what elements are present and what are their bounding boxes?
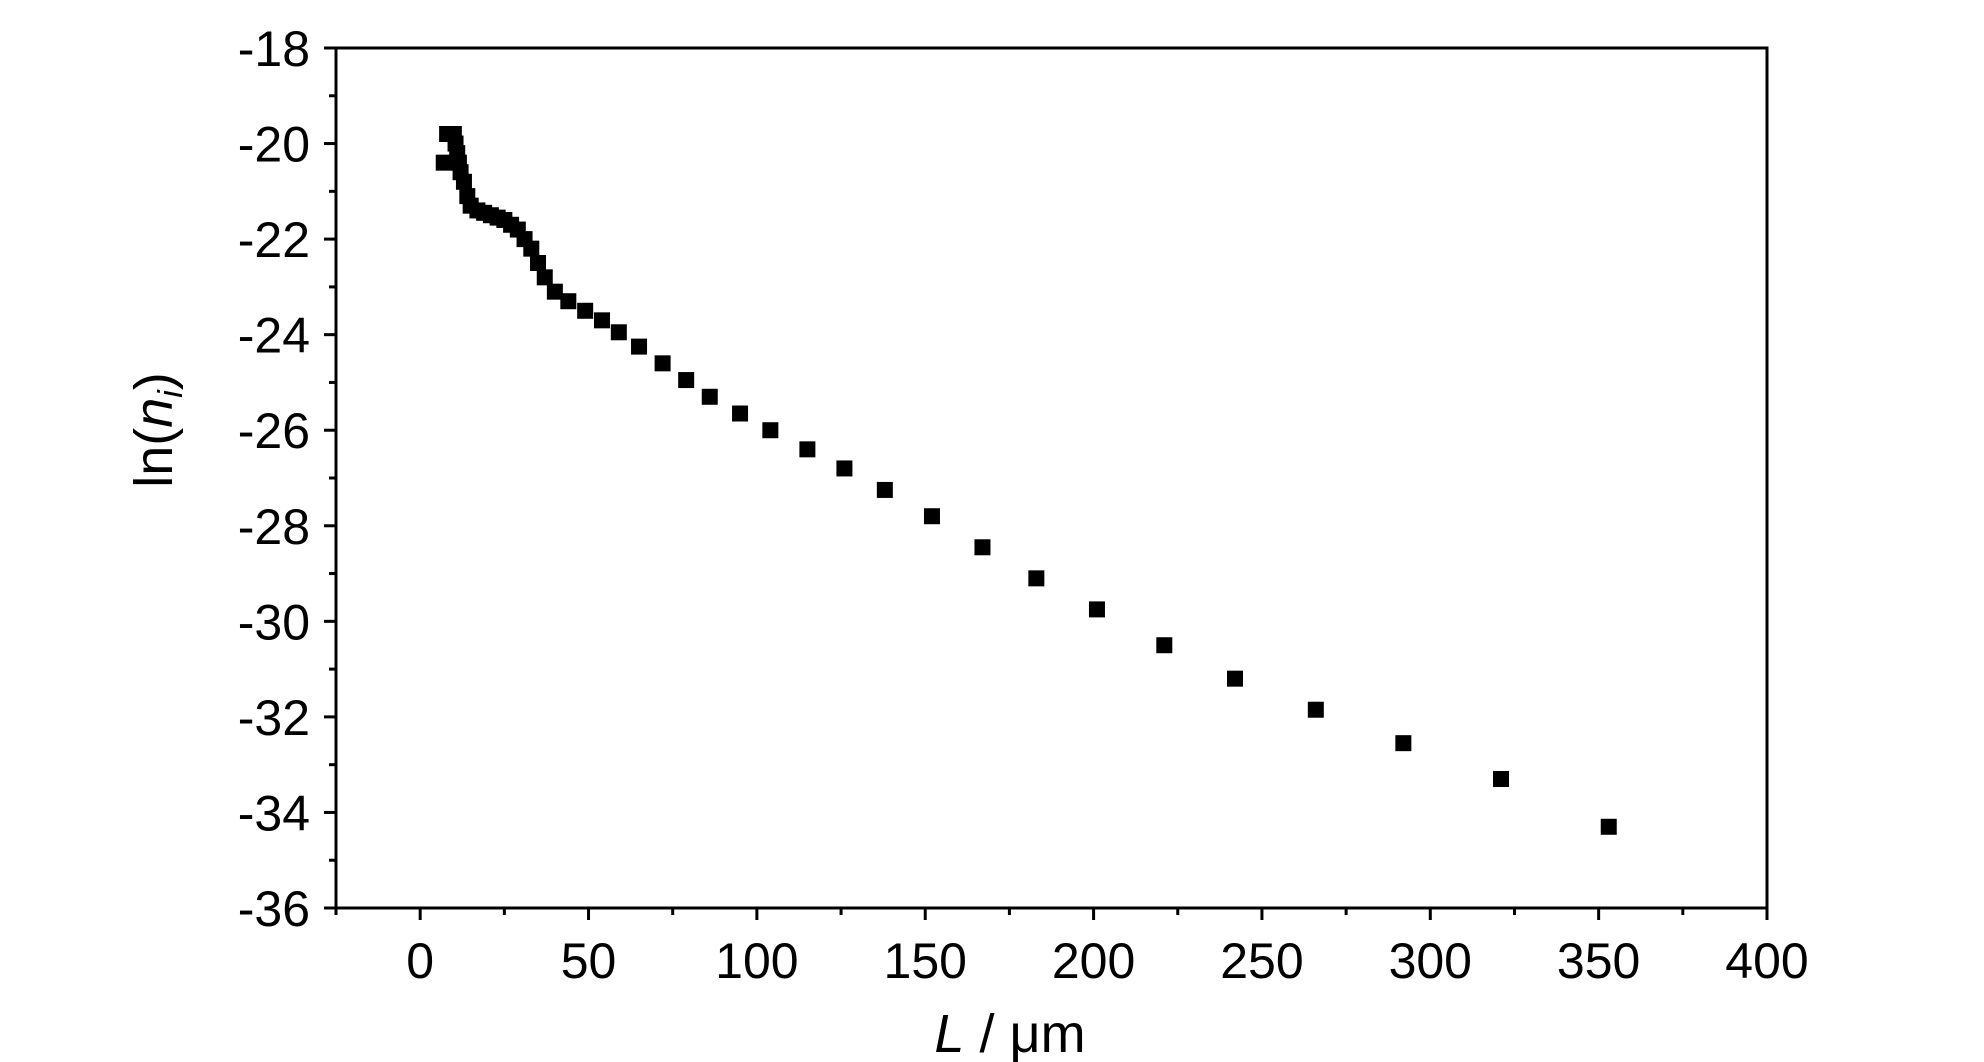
y-tick-label: -36 xyxy=(238,881,310,937)
x-axis-title: L / μm xyxy=(934,1004,1085,1062)
data-point xyxy=(876,481,893,498)
data-point xyxy=(1600,818,1617,835)
data-point xyxy=(1395,735,1412,752)
y-tick-label: -26 xyxy=(238,403,310,459)
y-tick-label: -20 xyxy=(238,117,310,173)
data-point xyxy=(546,283,563,300)
plot-frame xyxy=(334,46,1769,910)
data-point xyxy=(455,173,472,190)
x-tick-label: 150 xyxy=(884,933,967,989)
data-point xyxy=(974,539,991,556)
data-point xyxy=(836,460,853,477)
y-axis-title: ln(ni) xyxy=(124,372,190,488)
x-tick-label: 300 xyxy=(1389,933,1472,989)
y-tick-label: -28 xyxy=(238,499,310,555)
y-tick-label: -30 xyxy=(238,594,310,650)
axis-ticks xyxy=(324,46,1769,920)
data-markers xyxy=(435,126,1617,835)
y-tick-label: -34 xyxy=(238,785,310,841)
data-point xyxy=(593,312,610,329)
data-point xyxy=(701,388,718,405)
data-point xyxy=(1307,701,1324,718)
data-point xyxy=(678,372,695,389)
x-tick-label: 100 xyxy=(715,933,798,989)
data-point xyxy=(1493,771,1510,787)
x-tick-label: 50 xyxy=(561,933,617,989)
data-point xyxy=(762,422,779,439)
x-tick-label: 250 xyxy=(1220,933,1303,989)
x-tick-label: 400 xyxy=(1725,933,1808,989)
x-tick-label: 350 xyxy=(1557,933,1640,989)
data-point xyxy=(536,269,553,286)
data-point xyxy=(1156,637,1173,654)
data-point xyxy=(530,255,547,271)
tick-labels: 0 50 100 150 200 250 300 350 400 -18 -20 -22 -24 -26 -… xyxy=(238,21,1809,989)
x-tick-label: 0 xyxy=(406,933,434,989)
y-tick-label: -22 xyxy=(238,212,310,268)
data-point xyxy=(435,154,452,171)
data-point xyxy=(631,338,648,355)
data-point xyxy=(1227,670,1244,687)
y-tick-label: -18 xyxy=(238,21,310,77)
data-point xyxy=(523,240,540,257)
data-point xyxy=(799,441,816,458)
y-tick-label: -32 xyxy=(238,690,310,746)
data-point xyxy=(577,302,594,319)
data-point xyxy=(1088,601,1105,618)
data-point xyxy=(1028,570,1045,587)
data-point xyxy=(923,508,940,525)
y-tick-label: -24 xyxy=(238,308,310,364)
x-tick-label: 200 xyxy=(1052,933,1135,989)
data-point xyxy=(654,355,671,372)
data-point xyxy=(560,293,577,310)
data-point xyxy=(732,405,749,422)
data-point xyxy=(610,324,627,341)
